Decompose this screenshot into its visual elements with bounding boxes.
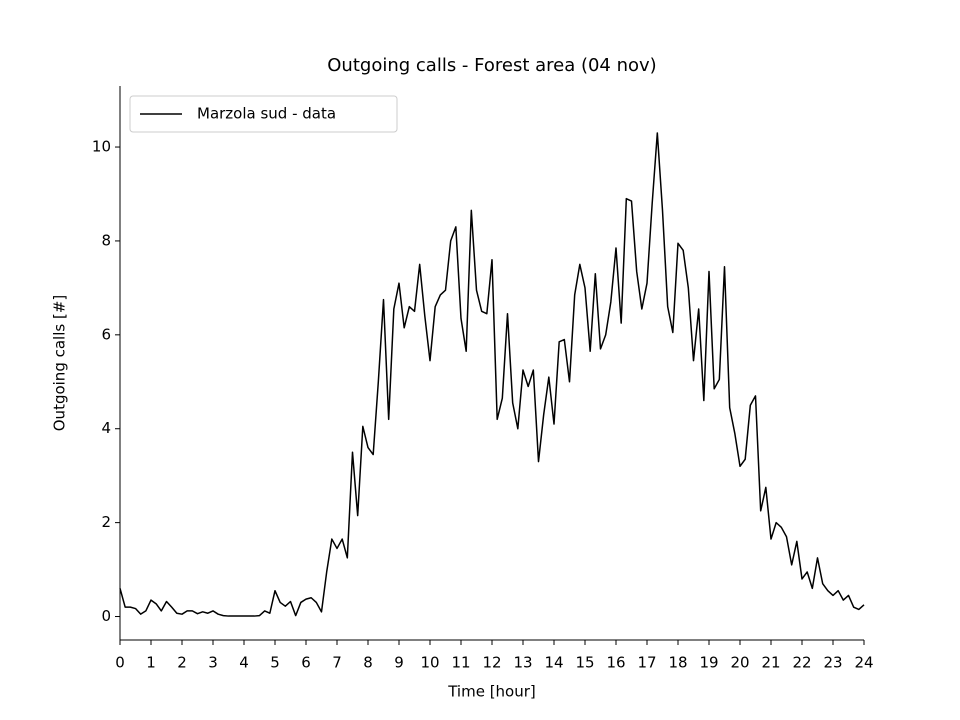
x-tick-label: 0 bbox=[115, 654, 125, 672]
x-tick-label: 14 bbox=[544, 654, 563, 672]
x-tick-label: 19 bbox=[699, 654, 718, 672]
x-tick-label: 15 bbox=[575, 654, 594, 672]
x-tick-label: 22 bbox=[792, 654, 811, 672]
x-tick-label: 8 bbox=[363, 654, 373, 672]
x-axis-label: Time [hour] bbox=[447, 683, 536, 701]
x-tick-label: 21 bbox=[761, 654, 780, 672]
y-tick-label: 4 bbox=[101, 419, 111, 437]
x-tick-label: 16 bbox=[606, 654, 625, 672]
x-tick-label: 13 bbox=[513, 654, 532, 672]
legend-box bbox=[129, 95, 398, 133]
x-tick-label: 7 bbox=[332, 654, 342, 672]
legend-label: Marzola sud - data bbox=[197, 105, 336, 123]
y-tick-label: 0 bbox=[101, 607, 111, 625]
x-tick-label: 1 bbox=[146, 654, 156, 672]
y-tick-label: 10 bbox=[92, 138, 111, 156]
x-tick-label: 24 bbox=[854, 654, 873, 672]
x-tick-label: 2 bbox=[177, 654, 187, 672]
x-tick-label: 6 bbox=[301, 654, 311, 672]
x-tick-label: 23 bbox=[823, 654, 842, 672]
x-tick-label: 3 bbox=[208, 654, 218, 672]
x-tick-label: 17 bbox=[637, 654, 656, 672]
x-tick-label: 20 bbox=[730, 654, 749, 672]
x-tick-label: 12 bbox=[482, 654, 501, 672]
y-tick-label: 8 bbox=[101, 231, 111, 249]
x-tick-label: 4 bbox=[239, 654, 249, 672]
x-tick-label: 18 bbox=[668, 654, 687, 672]
x-tick-label: 11 bbox=[451, 654, 470, 672]
data-line bbox=[119, 132, 865, 617]
y-tick-label: 6 bbox=[101, 325, 111, 343]
x-tick-label: 9 bbox=[394, 654, 404, 672]
chart-title: Outgoing calls - Forest area (04 nov) bbox=[327, 55, 656, 76]
y-tick-label: 2 bbox=[101, 513, 111, 531]
x-tick-label: 5 bbox=[270, 654, 280, 672]
x-tick-label: 10 bbox=[420, 654, 439, 672]
y-axis-label: Outgoing calls [#] bbox=[51, 295, 69, 432]
